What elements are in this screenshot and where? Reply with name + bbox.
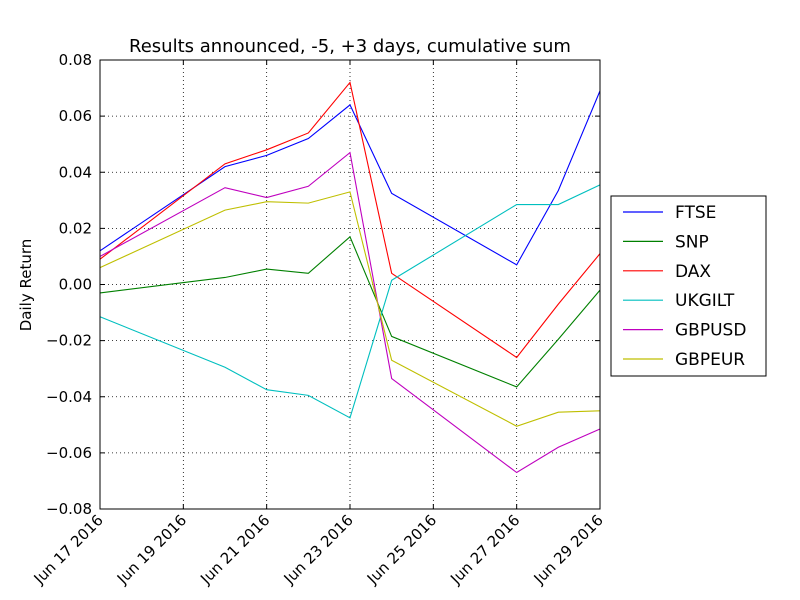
x-tick-label: Jun 21 2016 <box>196 511 273 588</box>
x-tick-label: Jun 27 2016 <box>446 511 523 588</box>
legend-label-ftse: FTSE <box>675 203 716 223</box>
legend-label-dax: DAX <box>675 262 711 282</box>
legend-label-gbpusd: GBPUSD <box>675 321 746 341</box>
y-axis-label: Daily Return <box>17 239 35 332</box>
y-tick-label: 0.04 <box>59 163 92 181</box>
series-lines <box>99 81 601 474</box>
chart-title: Results announced, -5, +3 days, cumulati… <box>129 36 571 57</box>
series-line-dax <box>99 81 601 359</box>
x-tick-label: Jun 23 2016 <box>280 511 357 588</box>
series-line-gbpeur <box>99 191 601 427</box>
series-line-ukgilt <box>99 184 601 419</box>
legend-label-snp: SNP <box>675 232 709 252</box>
series-line-gbpusd <box>99 151 601 474</box>
x-tick-label: Jun 17 2016 <box>30 511 107 588</box>
x-tick-label: Jun 19 2016 <box>113 511 190 588</box>
x-tick-label: Jun 29 2016 <box>530 511 607 588</box>
legend-label-ukgilt: UKGILT <box>675 291 735 311</box>
x-tick-label: Jun 25 2016 <box>363 511 440 588</box>
legend: FTSE SNP DAX UKGILT GBPUSD GBPEUR <box>610 195 767 377</box>
series-line-snp <box>99 235 601 388</box>
legend-label-gbpeur: GBPEUR <box>675 350 745 370</box>
grid <box>99 59 601 510</box>
y-tick-label: −0.04 <box>46 388 92 406</box>
y-tick-label: 0.08 <box>59 51 92 69</box>
axis-ticks: 0.08 0.06 0.04 0.02 0.00 −0.02 −0.04 −0.06 −0.08… <box>30 51 607 588</box>
y-tick-label: −0.06 <box>46 444 92 462</box>
y-tick-label: −0.02 <box>46 332 92 350</box>
y-tick-label: 0.00 <box>59 276 92 294</box>
y-tick-label: 0.02 <box>59 219 92 237</box>
y-tick-label: −0.08 <box>46 500 92 518</box>
legend-box <box>610 195 767 377</box>
y-tick-label: 0.06 <box>59 107 92 125</box>
series-line-ftse <box>99 90 601 266</box>
